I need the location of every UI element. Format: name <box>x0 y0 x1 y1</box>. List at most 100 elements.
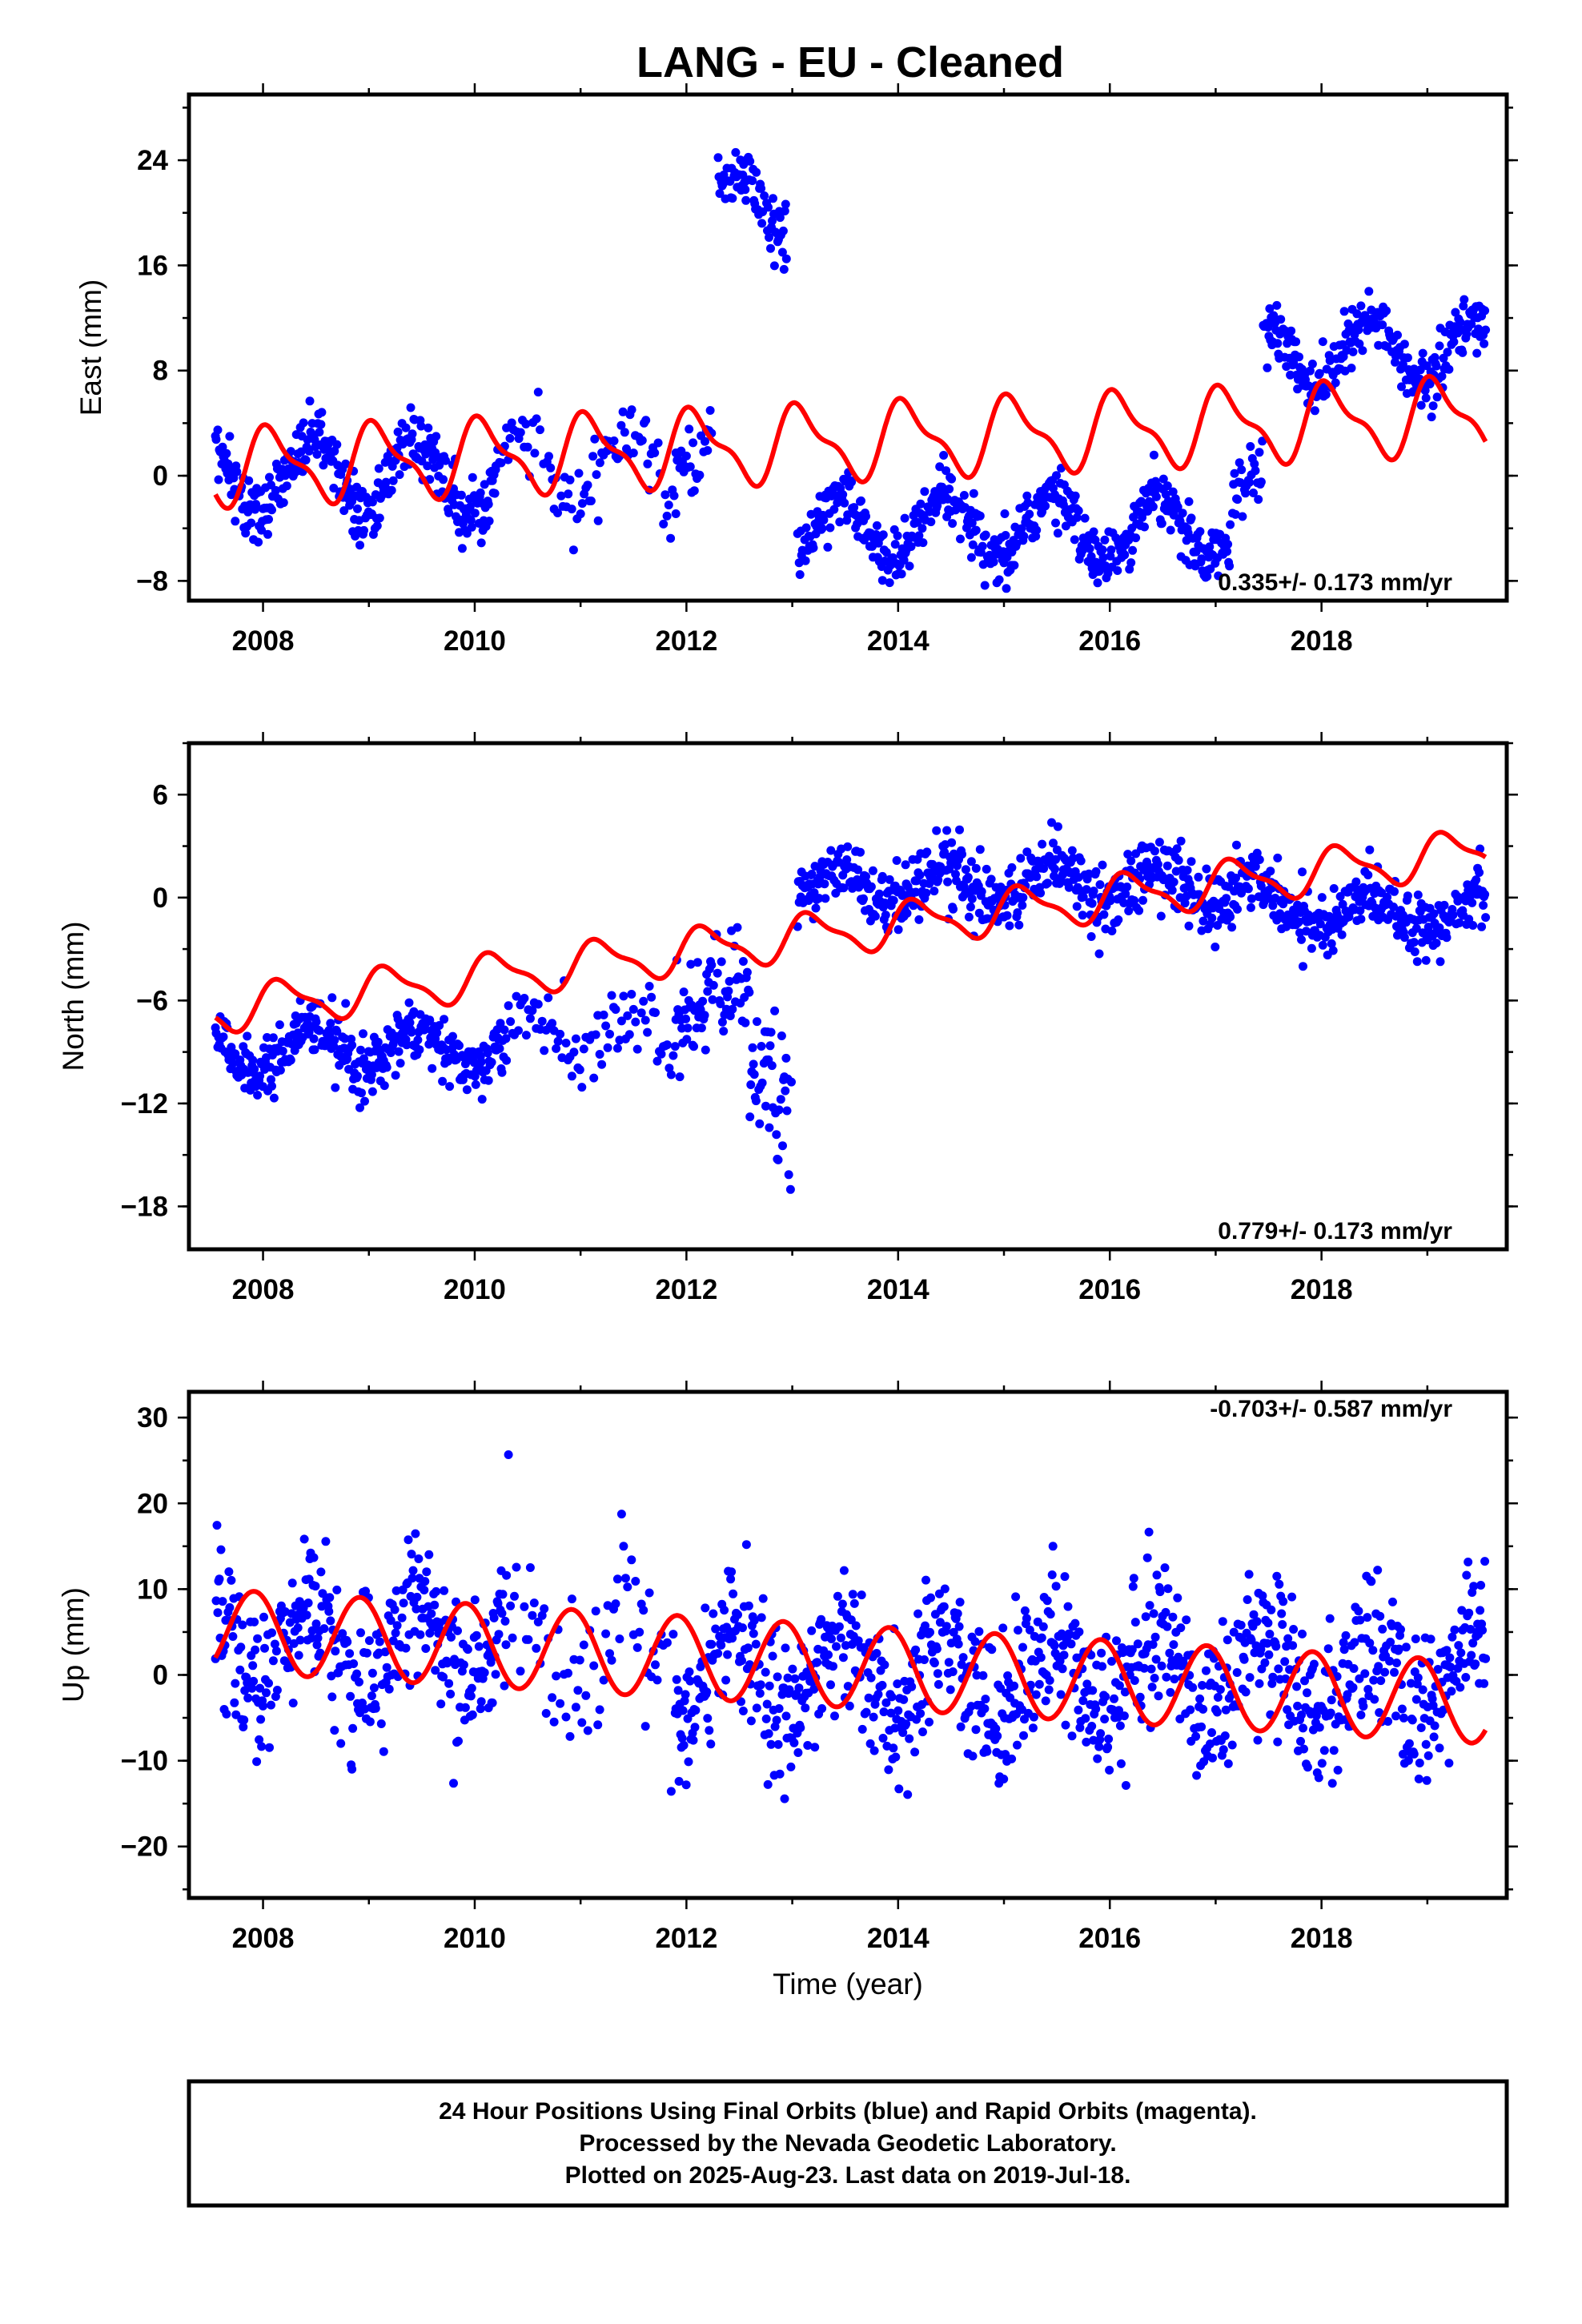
north-data-point <box>487 1058 496 1067</box>
east-data-point <box>355 541 364 550</box>
north-data-point <box>1297 935 1306 944</box>
east-data-point <box>231 517 240 526</box>
east-data-point <box>650 448 660 457</box>
up-data-point <box>502 1570 512 1580</box>
east-data-point <box>286 447 295 456</box>
up-data-point <box>955 1598 965 1607</box>
north-data-point <box>1134 906 1144 915</box>
east-data-point <box>1480 306 1490 316</box>
east-y-tick-label: 8 <box>153 356 168 387</box>
east-data-point <box>779 264 789 274</box>
up-data-point <box>1145 1601 1154 1610</box>
east-data-point <box>1051 518 1060 528</box>
north-data-point <box>619 991 628 1001</box>
up-data-point <box>1356 1711 1366 1719</box>
north-data-point <box>717 957 726 967</box>
up-data-point <box>1066 1639 1076 1649</box>
up-data-point <box>880 1660 889 1670</box>
up-data-point <box>571 1703 580 1712</box>
north-data-point <box>675 1072 685 1082</box>
up-data-point <box>1429 1732 1439 1742</box>
up-data-point <box>379 1747 388 1756</box>
up-data-point <box>1373 1566 1383 1575</box>
east-data-point <box>878 530 888 540</box>
up-data-point <box>1162 1622 1172 1631</box>
up-data-point <box>666 1787 676 1796</box>
north-data-point <box>497 1068 507 1077</box>
east-data-point <box>315 428 324 437</box>
up-data-point <box>1199 1704 1208 1714</box>
north-y-tick-label: −6 <box>136 985 168 1016</box>
up-data-point <box>1074 1627 1084 1637</box>
east-data-point <box>1339 307 1349 316</box>
up-data-point <box>1476 1606 1485 1615</box>
up-data-point <box>1195 1694 1205 1703</box>
up-data-point <box>213 1608 223 1618</box>
up-data-point <box>1244 1570 1254 1579</box>
east-data-point <box>553 509 562 517</box>
east-data-point <box>1258 436 1267 446</box>
up-data-point <box>743 1643 753 1653</box>
up-data-point <box>926 1593 935 1602</box>
east-data-point <box>1041 501 1050 511</box>
east-model-curve <box>213 373 1488 511</box>
east-data-point <box>1072 513 1082 522</box>
up-data-point <box>1450 1625 1460 1634</box>
east-data-point <box>1269 311 1279 320</box>
north-data-point <box>670 1042 680 1051</box>
up-data-point <box>711 1624 721 1634</box>
east-data-point <box>1321 390 1331 400</box>
north-data-point <box>932 826 942 835</box>
up-rate-label: -0.703+/- 0.587 mm/yr <box>1210 1396 1452 1422</box>
up-data-point <box>827 1634 836 1643</box>
east-data-point <box>781 199 790 209</box>
north-data-point <box>445 1082 455 1092</box>
east-data-point <box>1241 489 1251 498</box>
north-data-point <box>341 999 351 1008</box>
east-data-point <box>1382 306 1391 316</box>
up-data-point <box>720 1606 729 1615</box>
north-data-point <box>1317 893 1327 903</box>
up-data-point <box>1041 1696 1050 1706</box>
up-data-point <box>1253 1735 1263 1745</box>
up-data-point <box>239 1715 249 1725</box>
east-data-point <box>942 466 951 476</box>
up-data-point <box>375 1637 384 1647</box>
north-data-point <box>537 1016 547 1026</box>
north-data-point <box>877 871 887 881</box>
up-data-point <box>268 1656 278 1666</box>
north-data-point <box>367 1087 377 1096</box>
north-data-point <box>964 912 974 922</box>
east-data-point <box>1399 340 1409 349</box>
north-data-point <box>874 889 884 899</box>
up-data-point <box>744 1601 753 1610</box>
up-data-point <box>1223 1635 1232 1645</box>
north-data-point <box>1114 915 1123 924</box>
x-axis-label: Time (year) <box>773 1968 923 2000</box>
up-data-point <box>1409 1749 1419 1759</box>
up-data-point <box>993 1731 1002 1741</box>
up-data-point <box>1329 1746 1339 1755</box>
east-data-point <box>881 548 891 557</box>
up-data-point <box>1367 1577 1376 1586</box>
north-data-point <box>627 990 636 999</box>
north-data-point <box>911 887 921 897</box>
up-data-point <box>529 1598 539 1608</box>
north-data-point <box>683 1023 693 1033</box>
up-data-point <box>1298 1629 1307 1638</box>
up-data-point <box>238 1620 247 1630</box>
east-data-point <box>681 451 691 460</box>
east-data-point <box>305 396 315 406</box>
east-data-point <box>1272 300 1282 310</box>
north-data-point <box>514 1026 523 1035</box>
up-data-point <box>887 1692 897 1702</box>
up-data-point <box>343 1637 352 1647</box>
up-data-point <box>1169 1640 1178 1650</box>
north-data-point <box>435 1021 444 1030</box>
up-data-point <box>662 1638 672 1647</box>
north-data-point <box>1298 867 1307 877</box>
east-data-point <box>310 435 319 444</box>
footer-line-2: Processed by the Nevada Geodetic Laborat… <box>579 2130 1116 2157</box>
up-data-point <box>1063 1602 1073 1611</box>
north-data-point <box>776 1095 785 1104</box>
